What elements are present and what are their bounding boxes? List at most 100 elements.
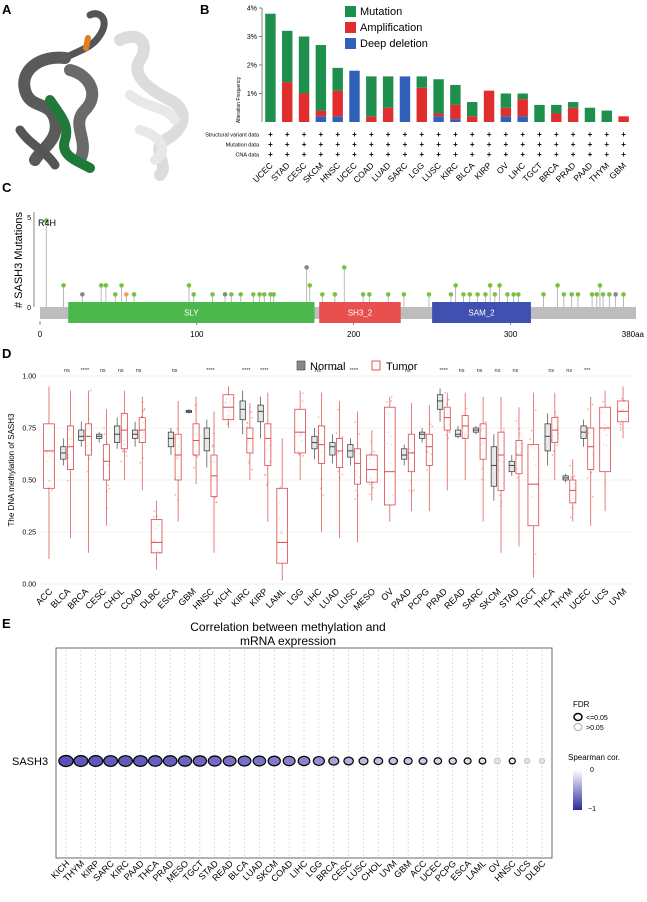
significance-label: **** — [206, 368, 215, 374]
legend-mutation-label: Mutation — [360, 6, 402, 18]
tumor-box — [384, 406, 396, 506]
tumor-box — [150, 519, 163, 554]
significance-label: **** — [81, 368, 90, 374]
panelB-row-mark: + — [621, 130, 626, 139]
bar-deep-deletion — [517, 116, 528, 122]
panelC-x-tick-label: 200 — [347, 330, 361, 339]
tumor-point — [301, 400, 304, 403]
tumor-box — [174, 433, 182, 481]
lollipop-head — [426, 292, 432, 297]
domain-sly — [68, 302, 315, 323]
significance-label: ns — [315, 368, 321, 374]
tumor-point — [214, 496, 217, 499]
panelB-row-mark: + — [403, 130, 408, 139]
tumor-point — [503, 427, 505, 430]
tumor-point — [301, 392, 304, 395]
tumor-point — [368, 493, 371, 496]
panelE-title-line1: Correlation between methylation and — [190, 620, 385, 634]
bar-mutation — [282, 30, 293, 83]
panelB-y-tick-label: 2% — [247, 63, 257, 70]
panelB-row-mark: + — [386, 140, 391, 149]
tumor-point — [619, 429, 622, 431]
tumor-point — [368, 483, 371, 486]
bar-mutation — [315, 45, 327, 111]
panelB-row-mark: + — [520, 130, 525, 139]
tumor-point — [215, 501, 218, 504]
tumor-point — [86, 470, 89, 473]
tumor-point — [515, 419, 518, 422]
significance-label: **** — [260, 368, 269, 374]
panelD-x-label: LAML — [264, 586, 288, 610]
tumor-point — [448, 431, 451, 434]
tumor-point — [390, 395, 393, 398]
tumor-point — [152, 516, 155, 519]
bar-mutation — [382, 76, 394, 108]
lollipop-head — [229, 292, 234, 297]
tumor-box — [192, 423, 200, 456]
panelB-row-label: Structural variant data — [205, 133, 260, 139]
panelB-row-mark: + — [369, 140, 374, 149]
bar-amplification — [517, 99, 528, 117]
panelE-x-labels: KICHTHYMKIRPSARCKIRCPAADTHCAPRADMESOTGCT… — [49, 858, 548, 884]
panelB-row-mark: + — [386, 150, 391, 159]
panelB-row-mark: + — [285, 130, 290, 139]
panelE-bubbles — [58, 650, 546, 856]
panelC-x-tick-label: 300 — [504, 330, 518, 339]
correlation-bubble — [267, 755, 281, 767]
lollipop-head — [271, 292, 276, 297]
panelB-x-labels: UCECSTADCESCSKCMHNSCUCECCOADLUADSARCLGGL… — [251, 160, 628, 185]
panelC-x-tick-label: 0 — [38, 330, 43, 339]
panelB-row-mark: + — [504, 140, 509, 149]
tumor-point — [279, 486, 282, 488]
correlation-bubble — [237, 755, 252, 767]
bar-amplification — [567, 107, 579, 122]
panelB-row-mark: + — [302, 150, 307, 159]
lollipop-head — [516, 292, 521, 297]
panelC-domains: SLY SH3_2 SAM_2 — [40, 302, 636, 323]
tumor-point — [336, 408, 339, 411]
panelB-y-tick-label: 1% — [247, 91, 257, 98]
tumor-point — [88, 457, 91, 460]
tumor-box — [67, 425, 74, 471]
panelB-x-label: SARC — [386, 160, 410, 184]
tumor-point — [372, 486, 374, 489]
lollipop-head — [621, 292, 626, 297]
tumor-point — [142, 410, 145, 412]
correlation-bubble — [493, 757, 501, 765]
tumor-point — [337, 470, 340, 473]
tumor-point — [431, 425, 434, 428]
tumor-box — [425, 433, 433, 466]
panelD-x-label: KIRC — [229, 586, 252, 609]
panelB-row-label: CNA data — [235, 153, 259, 159]
significance-label: ns — [118, 368, 124, 374]
panelB-ylabel: Alteration Frequency — [236, 76, 242, 123]
panelD-x-label: KICH — [211, 586, 233, 608]
panel-b-letter: B — [200, 2, 210, 17]
correlation-bubble — [478, 757, 487, 765]
bar-deep-deletion — [399, 76, 411, 122]
bar-mutation — [500, 93, 512, 108]
cor-tick-neg1: −1 — [588, 806, 596, 813]
tumor-point — [591, 495, 594, 498]
lollipop-head — [191, 292, 197, 297]
bar-mutation — [567, 102, 579, 108]
tumor-point — [265, 484, 268, 487]
lollipop-head — [589, 292, 595, 297]
tumor-point — [226, 423, 229, 426]
normal-box — [329, 442, 336, 456]
tumor-point — [358, 432, 360, 435]
normal-box — [436, 394, 444, 410]
significance-label: ns — [495, 368, 501, 374]
tumor-box — [599, 406, 611, 473]
tumor-point — [264, 474, 267, 476]
panelD-y-tick-label: 0.25 — [22, 530, 36, 537]
correlation-bubble — [282, 755, 296, 767]
bar-mutation — [433, 79, 444, 114]
tumor-point — [425, 469, 428, 472]
tumor-box — [527, 444, 540, 527]
lollipop-head — [320, 292, 325, 297]
tumor-point — [551, 454, 554, 456]
panelC-x-tick-label: 380aa — [622, 330, 645, 339]
bar-amplification — [282, 82, 293, 122]
tumor-box — [43, 423, 55, 489]
